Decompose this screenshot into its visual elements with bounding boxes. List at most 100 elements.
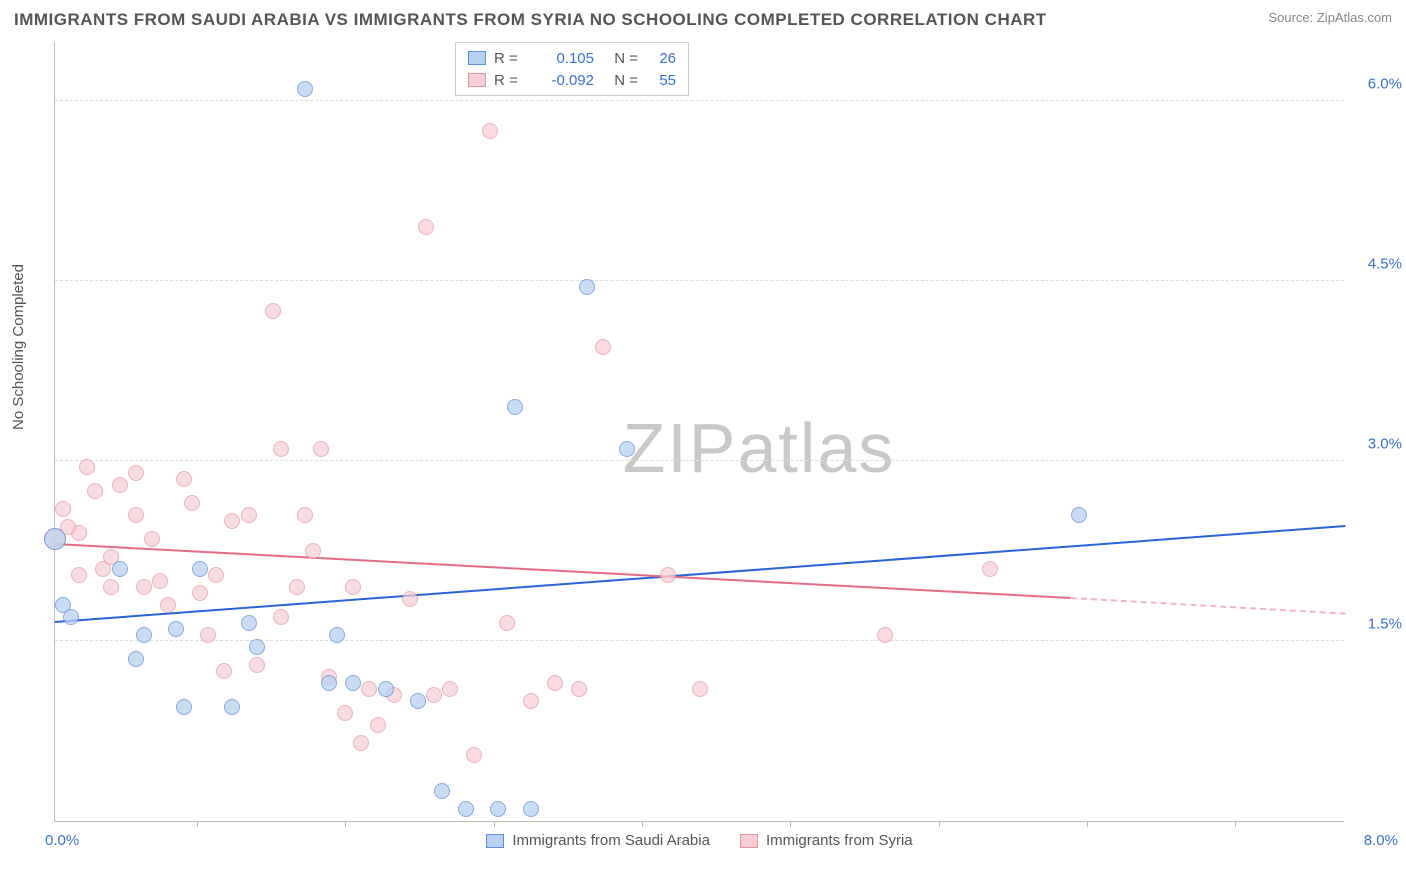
n-value-saudi: 26 [646,50,676,67]
r-label: R = [494,50,526,67]
data-point [547,675,563,691]
data-point [128,507,144,523]
data-point [128,465,144,481]
data-point [297,507,313,523]
data-point [136,627,152,643]
data-point [55,501,71,517]
data-point [216,663,232,679]
data-point [87,483,103,499]
data-point [241,507,257,523]
data-point [418,219,434,235]
y-tick-label: 4.5% [1368,256,1402,273]
data-point [200,627,216,643]
data-point [345,579,361,595]
trend-line [55,525,1345,623]
data-point [160,597,176,613]
y-axis-label: No Schooling Completed [10,264,27,430]
data-point [273,609,289,625]
gridline [55,100,1344,101]
gridline [55,640,1344,641]
data-point [321,675,337,691]
series-name-syria: Immigrants from Syria [766,832,913,849]
data-point [249,657,265,673]
data-point [329,627,345,643]
data-point [297,81,313,97]
data-point [289,579,305,595]
data-point [619,441,635,457]
n-value-syria: 55 [646,72,676,89]
legend-row-saudi: R = 0.105 N = 26 [468,47,676,69]
data-point [692,681,708,697]
data-point [523,693,539,709]
data-point [71,567,87,583]
x-tick [790,821,791,827]
data-point [249,639,265,655]
data-point [136,579,152,595]
swatch-syria [468,73,486,87]
legend-row-syria: R = -0.092 N = 55 [468,69,676,91]
data-point [426,687,442,703]
data-point [466,747,482,763]
data-point [434,783,450,799]
legend-item-syria: Immigrants from Syria [740,832,913,849]
data-point [241,615,257,631]
data-point [128,651,144,667]
data-point [265,303,281,319]
r-value-syria: -0.092 [534,72,594,89]
n-label: N = [602,72,638,89]
data-point [571,681,587,697]
data-point [660,567,676,583]
data-point [103,579,119,595]
data-point [192,561,208,577]
data-point [361,681,377,697]
correlation-legend: R = 0.105 N = 26 R = -0.092 N = 55 [455,42,689,96]
data-point [482,123,498,139]
series-name-saudi: Immigrants from Saudi Arabia [512,832,710,849]
gridline [55,460,1344,461]
data-point [168,621,184,637]
data-point [579,279,595,295]
data-point [410,693,426,709]
data-point [144,531,160,547]
x-tick [642,821,643,827]
x-tick [1087,821,1088,827]
trend-line-extrapolated [1071,597,1345,615]
data-point [305,543,321,559]
n-label: N = [602,50,638,67]
x-tick [939,821,940,827]
data-point [499,615,515,631]
watermark-bold: ZIP [623,409,738,487]
source-attribution: Source: ZipAtlas.com [1268,10,1392,25]
y-tick-label: 3.0% [1368,436,1402,453]
data-point [152,573,168,589]
data-point [402,591,418,607]
data-point [224,513,240,529]
x-tick [494,821,495,827]
chart-title: IMMIGRANTS FROM SAUDI ARABIA VS IMMIGRAN… [14,10,1047,30]
data-point [208,567,224,583]
data-point [458,801,474,817]
watermark-light: atlas [738,409,896,487]
data-point [442,681,458,697]
data-point [490,801,506,817]
data-point [345,675,361,691]
legend-item-saudi: Immigrants from Saudi Arabia [486,832,710,849]
data-point [184,495,200,511]
data-point [176,471,192,487]
x-tick [345,821,346,827]
r-label: R = [494,72,526,89]
data-point [224,699,240,715]
data-point [273,441,289,457]
r-value-saudi: 0.105 [534,50,594,67]
data-point [1071,507,1087,523]
y-tick-label: 1.5% [1368,616,1402,633]
data-point [507,399,523,415]
data-point [378,681,394,697]
watermark: ZIPatlas [623,408,896,488]
data-point [176,699,192,715]
data-point [370,717,386,733]
x-tick [197,821,198,827]
scatter-chart: ZIPatlas R = 0.105 N = 26 R = -0.092 N =… [54,42,1344,822]
data-point [313,441,329,457]
swatch-saudi [486,834,504,848]
